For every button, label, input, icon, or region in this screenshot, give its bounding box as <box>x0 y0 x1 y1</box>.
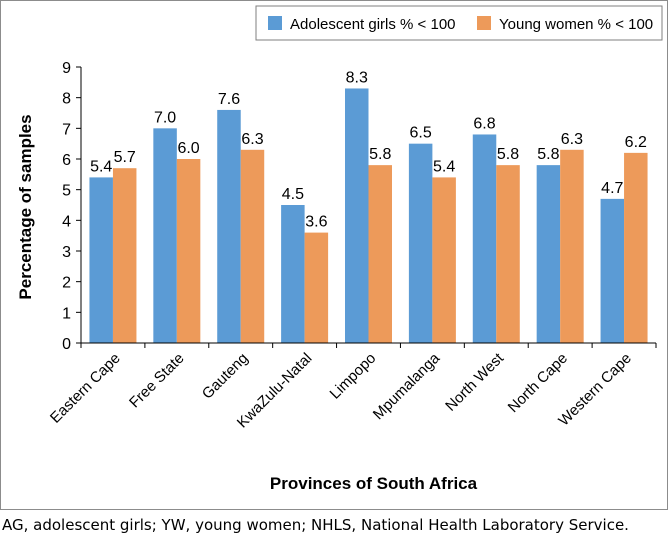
bar-value-label: 5.4 <box>433 158 455 175</box>
bar-young-women <box>432 177 456 343</box>
bar-value-label: 3.6 <box>305 214 327 231</box>
bar-value-label: 7.0 <box>154 109 176 126</box>
bar-adolescent-girls <box>153 128 177 343</box>
bar-value-label: 7.6 <box>218 91 240 108</box>
legend: Adolescent girls % < 100 Young women % <… <box>255 5 663 41</box>
x-tick-label: North West <box>442 349 507 414</box>
x-tick-label: Gauteng <box>199 350 252 403</box>
bar-adolescent-girls <box>217 109 241 343</box>
y-axis-ticks: 0 1 2 3 4 5 6 7 8 9 <box>62 60 81 353</box>
bar-young-women <box>624 152 648 343</box>
legend-swatch-young-women <box>477 16 491 30</box>
legend-box <box>255 5 663 41</box>
bar-value-label: 4.7 <box>601 180 623 197</box>
y-tick-label: 4 <box>62 213 71 230</box>
bar-adolescent-girls <box>472 134 497 343</box>
x-tick-label: Limpopo <box>327 350 380 403</box>
y-tick-label: 0 <box>62 336 71 353</box>
bar-adolescent-girls <box>345 88 369 343</box>
x-axis-title: Provinces of South Africa <box>270 474 478 493</box>
bar-young-women <box>496 165 520 343</box>
bar-young-women <box>304 232 329 343</box>
legend-label-adolescent-girls: Adolescent girls % < 100 <box>290 16 456 33</box>
figure-caption: AG, adolescent girls; YW, young women; N… <box>2 516 629 534</box>
bar-value-label: 6.8 <box>473 115 495 132</box>
bar-value-label: 5.4 <box>90 158 112 175</box>
bar-adolescent-girls <box>281 205 305 343</box>
bar-value-label: 6.3 <box>561 131 583 148</box>
y-tick-label: 9 <box>62 60 71 77</box>
bar-value-label: 6.0 <box>177 140 199 157</box>
x-tick-label: North Cape <box>505 350 571 416</box>
figure-frame: Adolescent girls % < 100 Young women % <… <box>0 0 668 510</box>
x-tick-label: Eastern Cape <box>47 350 124 427</box>
x-tick-label: Free State <box>126 350 188 412</box>
bar-adolescent-girls <box>536 165 561 343</box>
bar-value-label: 8.3 <box>346 69 368 86</box>
bar-value-label: 5.8 <box>537 146 559 163</box>
legend-swatch-adolescent-girls <box>268 16 282 30</box>
bar-adolescent-girls <box>408 143 433 343</box>
y-tick-label: 2 <box>62 275 71 292</box>
bar-young-women <box>112 168 137 343</box>
bar-chart: Adolescent girls % < 100 Young women % <… <box>16 5 663 493</box>
y-tick-label: 6 <box>62 152 71 169</box>
bar-value-label: 5.7 <box>114 149 136 166</box>
bar-value-label: 5.8 <box>369 146 391 163</box>
bar-adolescent-girls <box>600 198 625 343</box>
legend-label-young-women: Young women % < 100 <box>499 16 653 33</box>
x-axis-ticks: Eastern Cape Free State GautengKwaZulu-Nat… <box>47 343 657 431</box>
y-tick-label: 3 <box>62 244 71 261</box>
bar-young-women <box>176 159 201 343</box>
y-tick-label: 5 <box>62 183 71 200</box>
bar-young-women <box>560 149 584 343</box>
y-axis-title: Percentage of samples <box>16 114 35 299</box>
bar-value-label: 6.2 <box>625 134 647 151</box>
y-tick-label: 7 <box>62 121 71 138</box>
bar-value-label: 5.8 <box>497 146 519 163</box>
bar-value-label: 6.5 <box>410 125 432 142</box>
bar-adolescent-girls <box>89 177 113 343</box>
bars <box>89 88 648 343</box>
bar-young-women <box>368 165 392 343</box>
x-tick-label: Mpumalanga <box>370 349 444 423</box>
bar-young-women <box>240 149 265 343</box>
y-tick-label: 8 <box>62 91 71 108</box>
bar-value-label: 6.3 <box>241 131 263 148</box>
bar-labels: 5.47.07.64.58.36.56.85.84.75.76.06.33.65… <box>90 69 647 230</box>
y-tick-label: 1 <box>62 305 71 322</box>
bar-value-label: 4.5 <box>282 186 304 203</box>
